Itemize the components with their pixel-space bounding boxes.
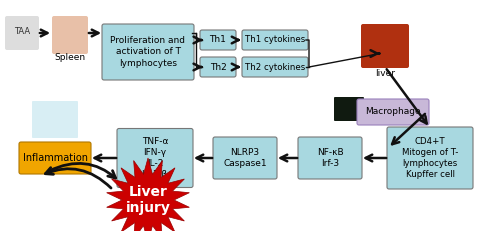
FancyBboxPatch shape bbox=[298, 137, 362, 179]
FancyBboxPatch shape bbox=[334, 97, 364, 121]
Text: Th2: Th2 bbox=[210, 63, 226, 72]
FancyBboxPatch shape bbox=[19, 142, 91, 174]
Text: TNF-α
IFN-γ
IL-2
IL-1 β: TNF-α IFN-γ IL-2 IL-1 β bbox=[142, 137, 168, 179]
FancyBboxPatch shape bbox=[242, 57, 308, 77]
FancyBboxPatch shape bbox=[32, 101, 78, 138]
Text: NF-κB
Irf-3: NF-κB Irf-3 bbox=[316, 148, 344, 168]
FancyBboxPatch shape bbox=[242, 30, 308, 50]
FancyBboxPatch shape bbox=[102, 24, 194, 80]
FancyBboxPatch shape bbox=[361, 24, 409, 68]
Text: liver: liver bbox=[375, 70, 395, 79]
FancyBboxPatch shape bbox=[213, 137, 277, 179]
FancyBboxPatch shape bbox=[117, 128, 193, 188]
Text: CD4+T
Mitogen of T-
lymphocytes
Kupffer cell: CD4+T Mitogen of T- lymphocytes Kupffer … bbox=[402, 137, 458, 179]
Polygon shape bbox=[106, 158, 190, 231]
Text: Macrophage: Macrophage bbox=[365, 107, 421, 116]
FancyBboxPatch shape bbox=[200, 30, 236, 50]
FancyBboxPatch shape bbox=[357, 99, 429, 125]
Text: TAA: TAA bbox=[14, 27, 30, 36]
Text: Liver
injury: Liver injury bbox=[126, 185, 170, 215]
FancyBboxPatch shape bbox=[5, 16, 39, 50]
FancyBboxPatch shape bbox=[52, 16, 88, 54]
Text: Th1 cytokines: Th1 cytokines bbox=[245, 36, 305, 45]
Text: Inflammation: Inflammation bbox=[22, 153, 88, 163]
Text: Th1: Th1 bbox=[210, 36, 226, 45]
FancyBboxPatch shape bbox=[387, 127, 473, 189]
Text: Proliferation and
activation of T
lymphocytes: Proliferation and activation of T lympho… bbox=[110, 36, 186, 68]
FancyBboxPatch shape bbox=[200, 57, 236, 77]
Text: NLRP3
Caspase1: NLRP3 Caspase1 bbox=[223, 148, 267, 168]
Text: Spleen: Spleen bbox=[54, 52, 86, 61]
Text: Th2 cytokines: Th2 cytokines bbox=[245, 63, 305, 72]
